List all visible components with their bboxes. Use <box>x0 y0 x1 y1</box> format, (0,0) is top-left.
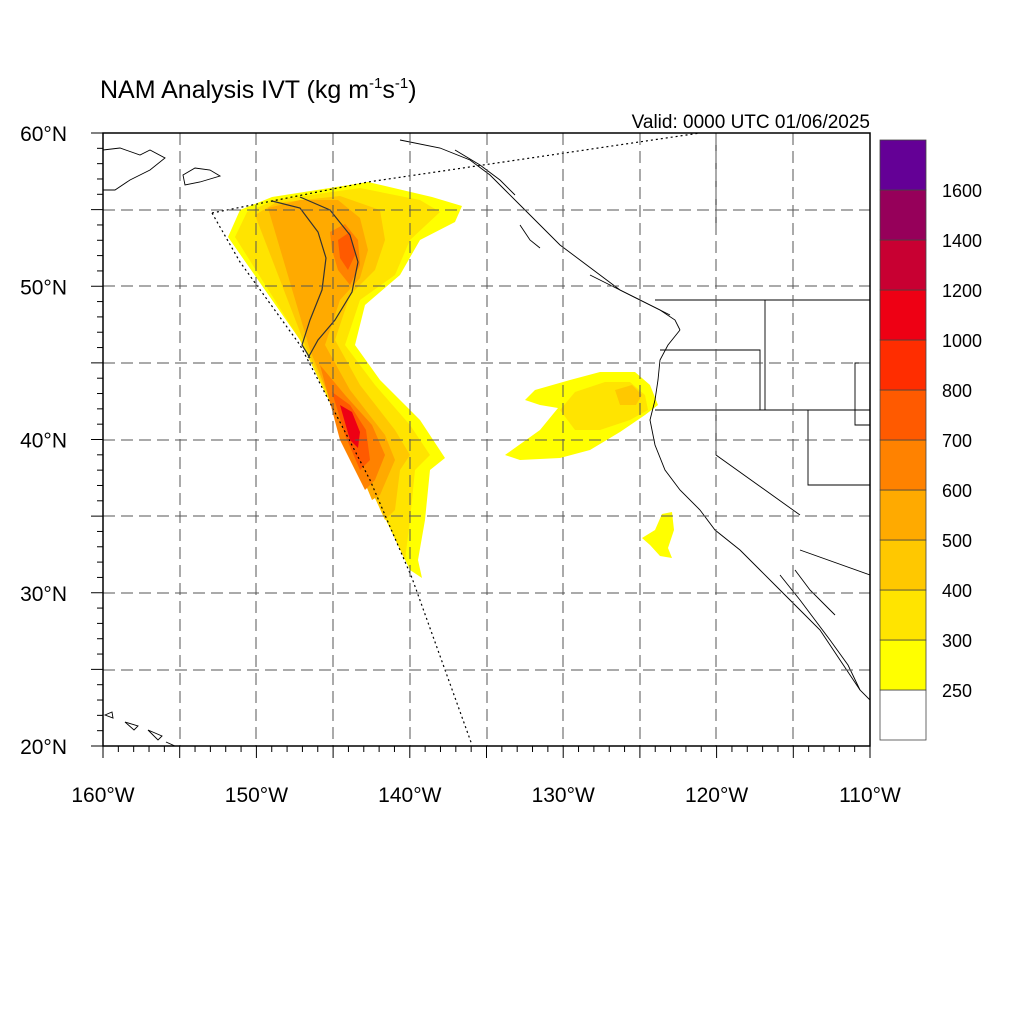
domain-boundary <box>211 133 701 746</box>
colorbar: 250 300 400 500 600 700 800 1000 1200 1400 1600 <box>879 139 982 741</box>
ivt-area-800 <box>340 405 360 448</box>
y-tick-label: 30°N <box>20 583 67 606</box>
colorbar-box <box>879 639 927 691</box>
x-tick-label: 160°W <box>71 784 134 807</box>
ivt-shading <box>228 182 674 578</box>
x-tick-label: 110°W <box>839 784 901 807</box>
colorbar-label: 250 <box>942 681 972 701</box>
y-axis-labels: 60°N 50°N 40°N 30°N 20°N <box>20 123 67 759</box>
map-panel: 160°W 150°W 140°W 130°W 120°W 110°W 60°N 50°N 4… <box>20 123 901 807</box>
y-tick-label: 20°N <box>20 736 67 759</box>
colorbar-box <box>879 239 927 291</box>
colorbar-label: 600 <box>942 481 972 501</box>
colorbar-label: 1000 <box>942 331 982 351</box>
colorbar-label: 500 <box>942 531 972 551</box>
y-tick-label: 60°N <box>20 123 67 146</box>
figure-title: NAM Analysis IVT (kg m-1s-1) <box>100 75 417 104</box>
colorbar-label: 1400 <box>942 231 982 251</box>
y-tick-label: 50°N <box>20 276 67 299</box>
colorbar-label: 800 <box>942 381 972 401</box>
gridlines <box>103 133 870 746</box>
colorbar-box <box>879 489 927 541</box>
x-axis-labels: 160°W 150°W 140°W 130°W 120°W 110°W <box>71 784 901 807</box>
colorbar-box <box>879 389 927 441</box>
y-tick-label: 40°N <box>20 430 67 453</box>
ivt-plume-oregon-400 <box>615 385 642 405</box>
colorbar-box <box>879 189 927 241</box>
ivt-area-700 <box>332 232 370 470</box>
colorbar-label: 300 <box>942 631 972 651</box>
colorbar-label: 1600 <box>942 181 982 201</box>
x-tick-label: 120°W <box>685 784 748 807</box>
valid-time-label: Valid: 0000 UTC 01/06/2025 <box>632 112 870 133</box>
ar-contour-outer <box>271 200 327 359</box>
colorbar-box <box>879 289 927 341</box>
colorbar-box <box>879 339 927 391</box>
ivt-patch-socal-250 <box>642 512 674 558</box>
colorbar-label: 400 <box>942 581 972 601</box>
x-tick-label: 140°W <box>378 784 441 807</box>
x-tick-label: 150°W <box>225 784 288 807</box>
colorbar-box <box>879 139 927 191</box>
ivt-area-600 <box>320 224 385 490</box>
coastlines <box>103 133 870 746</box>
colorbar-label: 1200 <box>942 281 982 301</box>
colorbar-box <box>879 689 927 741</box>
x-tick-label: 130°W <box>532 784 595 807</box>
colorbar-label: 700 <box>942 431 972 451</box>
colorbar-box <box>879 589 927 641</box>
colorbar-box <box>879 439 927 491</box>
axis-ticks <box>91 132 871 758</box>
colorbar-box <box>879 539 927 591</box>
